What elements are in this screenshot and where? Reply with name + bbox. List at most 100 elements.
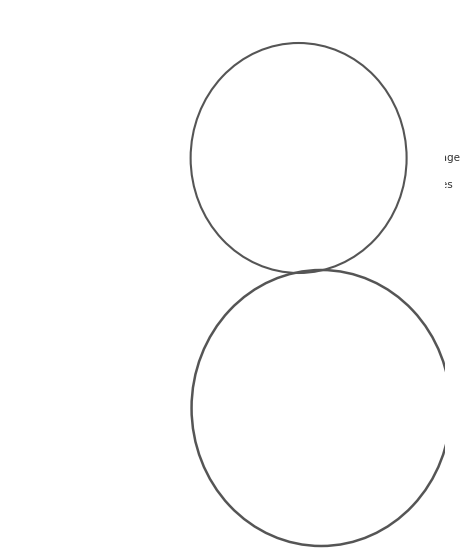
Ellipse shape [320, 351, 324, 356]
Circle shape [292, 477, 304, 489]
Circle shape [191, 270, 451, 546]
Ellipse shape [111, 121, 121, 127]
Circle shape [316, 477, 327, 489]
Ellipse shape [64, 95, 71, 99]
Ellipse shape [100, 119, 111, 126]
Circle shape [281, 477, 292, 489]
Ellipse shape [94, 91, 98, 93]
Circle shape [330, 480, 336, 486]
Ellipse shape [93, 90, 98, 93]
Ellipse shape [293, 150, 303, 154]
Ellipse shape [89, 101, 92, 103]
Polygon shape [355, 48, 407, 268]
Polygon shape [65, 178, 114, 183]
Circle shape [346, 503, 357, 515]
Ellipse shape [289, 282, 293, 285]
Text: Periosteum: Periosteum [366, 435, 425, 445]
Polygon shape [54, 128, 125, 175]
Circle shape [334, 503, 345, 515]
Ellipse shape [220, 229, 230, 234]
Ellipse shape [73, 102, 83, 109]
Text: Compact bone: Compact bone [117, 240, 208, 253]
Polygon shape [65, 183, 114, 405]
Circle shape [328, 497, 350, 521]
Ellipse shape [291, 140, 299, 148]
Ellipse shape [259, 214, 270, 219]
Polygon shape [285, 368, 357, 463]
Ellipse shape [82, 154, 87, 158]
Ellipse shape [81, 293, 98, 298]
Ellipse shape [231, 154, 240, 162]
Ellipse shape [304, 209, 327, 237]
Ellipse shape [221, 138, 228, 145]
Ellipse shape [312, 104, 316, 111]
Text: Spongy bone: Spongy bone [339, 90, 435, 109]
Polygon shape [273, 275, 370, 363]
Ellipse shape [77, 94, 84, 99]
Polygon shape [273, 498, 370, 541]
Ellipse shape [58, 120, 64, 123]
Ellipse shape [225, 81, 259, 125]
Circle shape [191, 43, 407, 273]
Ellipse shape [283, 317, 291, 324]
Ellipse shape [68, 85, 74, 88]
Ellipse shape [351, 292, 355, 296]
Ellipse shape [267, 80, 293, 116]
Ellipse shape [232, 150, 242, 157]
Ellipse shape [206, 129, 210, 133]
Ellipse shape [253, 68, 261, 75]
Ellipse shape [47, 422, 131, 494]
Polygon shape [283, 222, 411, 248]
Ellipse shape [251, 127, 260, 132]
Ellipse shape [346, 313, 355, 317]
Ellipse shape [275, 216, 283, 220]
Ellipse shape [230, 206, 264, 250]
Circle shape [298, 503, 309, 515]
Ellipse shape [244, 149, 250, 158]
Polygon shape [303, 43, 411, 69]
Ellipse shape [281, 298, 291, 301]
Circle shape [319, 480, 324, 486]
Ellipse shape [65, 116, 70, 118]
Ellipse shape [309, 164, 316, 167]
Polygon shape [241, 275, 273, 541]
Circle shape [295, 480, 301, 486]
Circle shape [312, 506, 318, 512]
Circle shape [298, 471, 321, 495]
Ellipse shape [75, 87, 86, 93]
Ellipse shape [84, 115, 89, 118]
Ellipse shape [216, 130, 221, 136]
Ellipse shape [53, 81, 126, 129]
Ellipse shape [345, 313, 350, 316]
Text: Compact bone: Compact bone [366, 415, 442, 425]
Ellipse shape [298, 188, 308, 197]
Circle shape [288, 506, 294, 512]
Ellipse shape [208, 123, 249, 163]
Polygon shape [67, 128, 112, 175]
Ellipse shape [210, 195, 237, 231]
Polygon shape [106, 183, 114, 405]
Ellipse shape [231, 82, 242, 86]
Text: Articular cartilage: Articular cartilage [366, 153, 460, 163]
Ellipse shape [357, 294, 361, 298]
Ellipse shape [248, 78, 271, 98]
Polygon shape [292, 145, 411, 171]
Ellipse shape [66, 95, 74, 99]
Ellipse shape [86, 89, 98, 96]
Ellipse shape [311, 309, 317, 314]
Ellipse shape [90, 164, 96, 169]
Ellipse shape [220, 187, 225, 192]
Ellipse shape [291, 319, 301, 327]
Circle shape [345, 471, 367, 495]
Ellipse shape [107, 92, 112, 95]
Ellipse shape [320, 330, 326, 337]
Text: Yellow bone
marrow: Yellow bone marrow [360, 359, 428, 381]
Circle shape [310, 471, 332, 495]
Ellipse shape [265, 102, 276, 110]
Ellipse shape [216, 163, 254, 213]
Ellipse shape [283, 133, 305, 163]
Ellipse shape [275, 83, 281, 89]
Ellipse shape [116, 114, 121, 117]
Circle shape [340, 497, 363, 521]
Ellipse shape [249, 199, 260, 203]
